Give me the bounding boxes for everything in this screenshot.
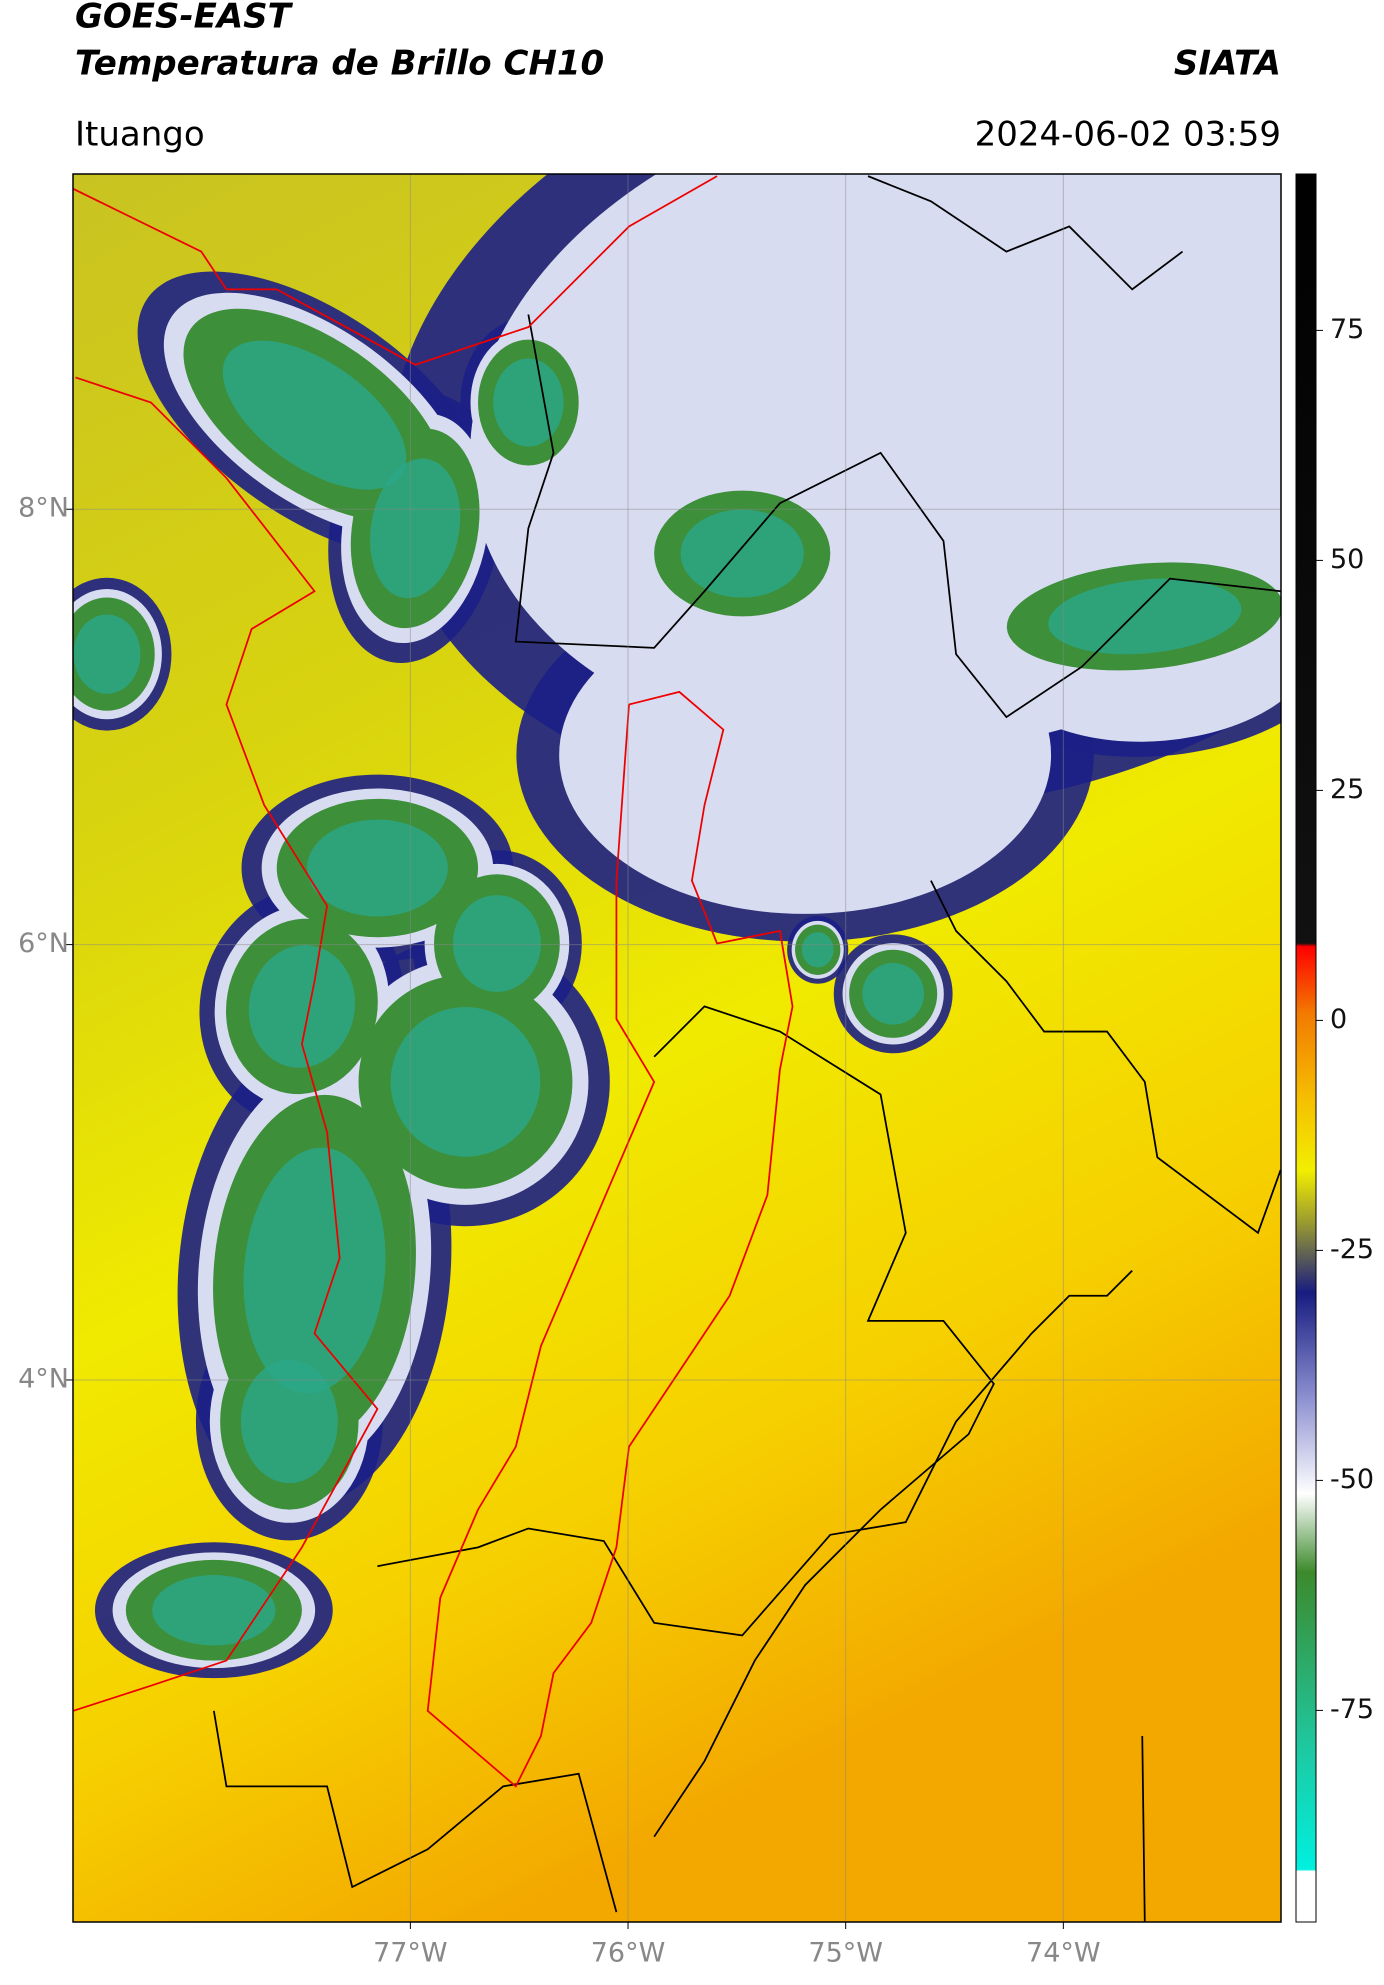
colorbar-label: -75 (1330, 1694, 1374, 1725)
cloud (680, 509, 804, 598)
x-tick-label: 76°W (591, 1938, 666, 1969)
colorbar-label: 0 (1330, 1004, 1347, 1035)
cloud (73, 614, 141, 694)
title: GOES-EAST (75, 0, 294, 37)
borders (73, 175, 1281, 1922)
cloud-field (73, 174, 1281, 1679)
colorbar (1295, 173, 1317, 1923)
cloud (862, 962, 925, 1025)
location: Ituango (75, 115, 205, 155)
cloud (152, 1575, 276, 1646)
colorbar-label: 25 (1330, 774, 1364, 805)
grid (73, 174, 1281, 1922)
cloud (243, 1147, 386, 1394)
colorbar-label: -25 (1330, 1234, 1374, 1265)
cloud (493, 358, 564, 447)
cloud (248, 945, 356, 1068)
cloud (559, 595, 1052, 914)
cloud (240, 1359, 338, 1484)
cloud (801, 932, 834, 968)
datetime: 2024-06-02 03:59 (975, 115, 1281, 155)
y-tick-label: 6°N (18, 928, 69, 959)
cloud (452, 895, 541, 992)
colorbar-label: 50 (1330, 544, 1364, 575)
source: SIATA (1174, 44, 1281, 84)
cloud (222, 340, 407, 490)
map-image (73, 174, 1281, 1922)
colorbar-label: -50 (1330, 1464, 1374, 1495)
subtitle: Temperatura de Brillo CH10 (75, 44, 604, 84)
x-tick-label: 74°W (1026, 1938, 1101, 1969)
y-tick-label: 4°N (18, 1363, 69, 1394)
map-frame (72, 173, 1282, 1923)
x-tick-label: 75°W (808, 1938, 883, 1969)
cloud (875, 174, 1281, 501)
cloud (390, 1007, 541, 1157)
x-tick-label: 77°W (373, 1938, 448, 1969)
cloud (370, 458, 461, 599)
colorbar-label: 75 (1330, 314, 1364, 345)
cloud (1048, 578, 1242, 655)
y-tick-label: 8°N (18, 493, 69, 524)
cloud (306, 819, 448, 917)
